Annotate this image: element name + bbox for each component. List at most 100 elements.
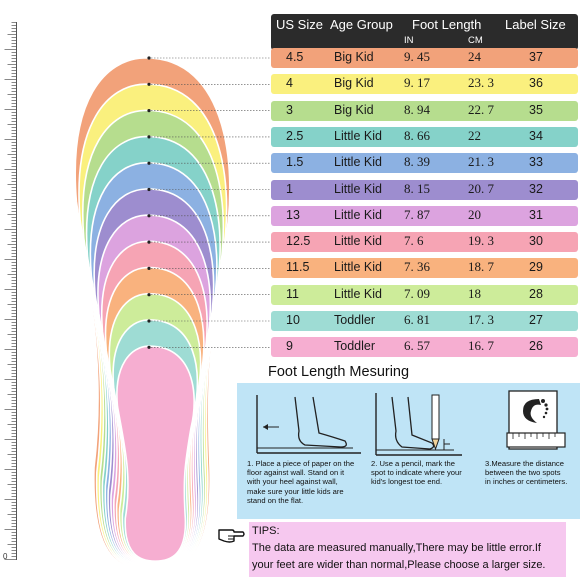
footprint-icon	[523, 399, 549, 423]
size-row-cm: 20. 7	[468, 180, 494, 196]
step3-text: 3.Measure the distance between the two sp…	[485, 459, 567, 487]
size-row-label-size: 32	[529, 181, 543, 196]
size-row: 4 Big Kid 9. 17 23. 3 36	[271, 74, 578, 95]
size-row-label-size: 28	[529, 286, 543, 301]
leader-dot	[147, 109, 151, 113]
size-row-inches: 8. 39	[404, 154, 430, 170]
size-row-cm: 21. 3	[468, 154, 494, 170]
size-row: 12.5 Little Kid 7. 6 19. 3 30	[271, 232, 578, 253]
size-row: 13 Little Kid 7. 87 20 31	[271, 205, 578, 226]
size-row: 3 Big Kid 8. 94 22. 7 35	[271, 100, 578, 121]
tips-line-1: The data are measured manually,There may…	[252, 542, 541, 554]
size-row-us: 12.5	[286, 234, 311, 249]
size-row-us: 9	[286, 339, 293, 354]
size-row: 10 Toddler 6. 81 17. 3 27	[271, 311, 578, 331]
size-row-label-size: 34	[529, 128, 543, 143]
size-row-cm: 17. 3	[468, 312, 494, 327]
size-row-us: 11	[286, 286, 299, 301]
size-row-inches: 7. 6	[404, 233, 424, 249]
ruler-icon	[506, 432, 566, 448]
size-row: 11.5 Little Kid 7. 36 18. 7 29	[271, 258, 578, 279]
size-row-inches: 8. 15	[404, 180, 430, 196]
size-row-cm: 24	[468, 49, 481, 64]
insole-outline	[116, 345, 195, 563]
size-row-inches: 8. 94	[404, 101, 430, 117]
size-row: 1 Little Kid 8. 15 20. 7 32	[271, 179, 578, 200]
step1-line: stand on the flat.	[247, 495, 304, 505]
leader-dot	[147, 214, 151, 218]
size-row-us: 3	[286, 102, 293, 117]
step1-line: with your heel against wall,	[247, 477, 338, 487]
size-row: 9 Toddler 6. 57 16. 7 26	[271, 337, 578, 358]
size-row-label-size: 33	[529, 155, 543, 170]
leader-dot	[147, 161, 151, 165]
size-row-inches: 7. 87	[404, 206, 430, 222]
size-row-cm: 23. 3	[468, 75, 494, 91]
header-unit-in: IN	[404, 35, 414, 46]
size-row-us: 2.5	[286, 128, 304, 143]
pointing-hand-icon	[218, 529, 245, 543]
size-row-cm: 16. 7	[468, 338, 494, 354]
size-row-age-group: Toddler	[334, 313, 375, 327]
size-row-us: 4	[286, 76, 293, 91]
size-row-us: 1.5	[286, 155, 304, 170]
size-row-age-group: Little Kid	[334, 234, 382, 249]
size-row: 11 Little Kid 7. 09 18 28	[271, 284, 578, 305]
step1-illustration	[256, 395, 361, 454]
leader-dot	[147, 266, 151, 270]
size-row: 4.5 Big Kid 9. 45 24 37	[271, 48, 578, 68]
size-row-age-group: Little Kid	[334, 286, 382, 301]
leader-dot	[147, 319, 151, 323]
size-row-label-size: 37	[529, 50, 543, 64]
size-row-age-group: Little Kid	[334, 260, 382, 275]
size-row-inches: 9. 45	[404, 49, 430, 64]
step1-line: floor against wall. Stand on it	[247, 468, 345, 478]
measuring-panel: 1. Place a piece of paper on the floor ag…	[237, 383, 580, 519]
pencil-icon	[431, 394, 440, 451]
size-row-age-group: Big Kid	[334, 50, 374, 64]
size-row-inches: 6. 81	[404, 312, 430, 327]
size-row-cm: 22. 7	[468, 101, 494, 117]
size-row-us: 1	[286, 181, 293, 196]
size-row-label-size: 27	[529, 313, 543, 327]
leader-dot	[147, 240, 151, 244]
leader-dot	[147, 82, 151, 86]
size-row-label-size: 30	[529, 234, 543, 249]
step2-line: spot to indicate where your	[371, 468, 462, 478]
step3-line: in inches or centimeters.	[485, 477, 568, 487]
header-unit-cm: CM	[468, 35, 483, 46]
step1-text: 1. Place a piece of paper on the floor ag…	[247, 459, 354, 505]
step3-line: between the two spots	[485, 468, 561, 478]
size-row-age-group: Big Kid	[334, 76, 374, 91]
size-row-inches: 7. 09	[404, 285, 430, 301]
size-row-age-group: Little Kid	[334, 207, 382, 222]
header-us-size: US Size	[276, 17, 323, 32]
size-row-label-size: 36	[529, 76, 543, 91]
step2-line: 2. Use a pencil, mark the	[371, 459, 455, 468]
size-row-label-size: 29	[529, 260, 543, 275]
step2-illustration	[375, 393, 462, 456]
leader-dot	[147, 345, 151, 349]
size-row-age-group: Big Kid	[334, 102, 374, 117]
step1-line: make sure your little kids are	[247, 486, 344, 496]
header-age-group: Age Group	[330, 17, 393, 32]
size-row-inches: 6. 57	[404, 338, 430, 354]
step1-line: 1. Place a piece of paper on the	[247, 459, 355, 468]
size-row-age-group: Little Kid	[334, 128, 382, 143]
leader-dot	[147, 187, 151, 192]
size-row-inches: 7. 36	[404, 259, 430, 275]
ruler-zero-label: 0	[3, 552, 8, 561]
leader-dot	[147, 56, 151, 60]
table-header: US Size Age Group Foot Length Label Size…	[271, 14, 578, 50]
header-label-size: Label Size	[505, 17, 566, 32]
header-foot-length: Foot Length	[412, 17, 482, 32]
step2-line: kid's longest toe end.	[371, 477, 443, 487]
size-row-us: 11.5	[286, 260, 310, 275]
size-row-inches: 9. 17	[404, 75, 430, 91]
tips-box: TIPS: The data are measured manually,The…	[249, 522, 566, 577]
size-row: 1.5 Little Kid 8. 39 21. 3 33	[271, 153, 578, 174]
size-row-us: 4.5	[286, 50, 304, 64]
size-row-inches: 8. 66	[404, 127, 430, 143]
